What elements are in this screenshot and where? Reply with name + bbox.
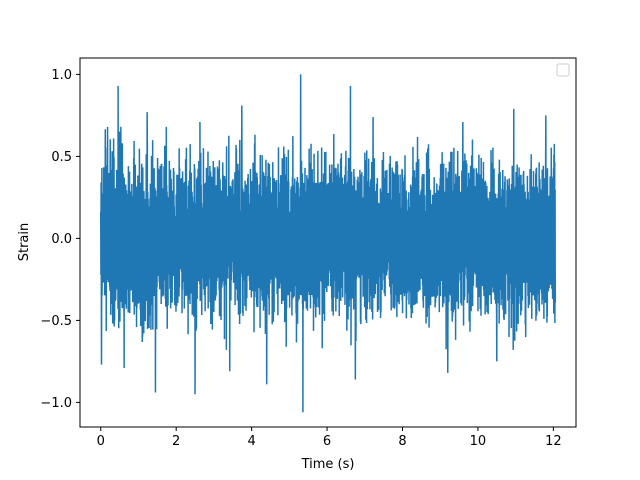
axes-frame [79,57,577,428]
x-tick-label: 6 [323,434,331,449]
x-tick-label: 10 [470,434,487,449]
x-tick-label: 12 [545,434,562,449]
x-tick-label: 0 [97,434,105,449]
plot-area [79,57,577,428]
y-tick-label: 0.5 [51,150,72,165]
x-axis-label: Time (s) [301,457,355,472]
x-axis: 0 2 4 6 8 10 12 [97,427,562,449]
y-axis: −1.0 −0.5 0.0 0.5 1.0 [40,68,80,411]
x-tick-label: 2 [172,434,180,449]
y-tick-label: −0.5 [40,314,72,329]
y-tick-label: −1.0 [40,396,72,411]
y-tick-label: 0.0 [51,232,72,247]
x-tick-label: 8 [398,434,406,449]
legend-box [556,63,570,77]
x-tick-label: 4 [247,434,255,449]
strain-series-line [100,74,556,413]
y-tick-label: 1.0 [51,68,72,83]
series-layer [100,74,556,413]
y-axis-label: Strain [17,223,32,262]
